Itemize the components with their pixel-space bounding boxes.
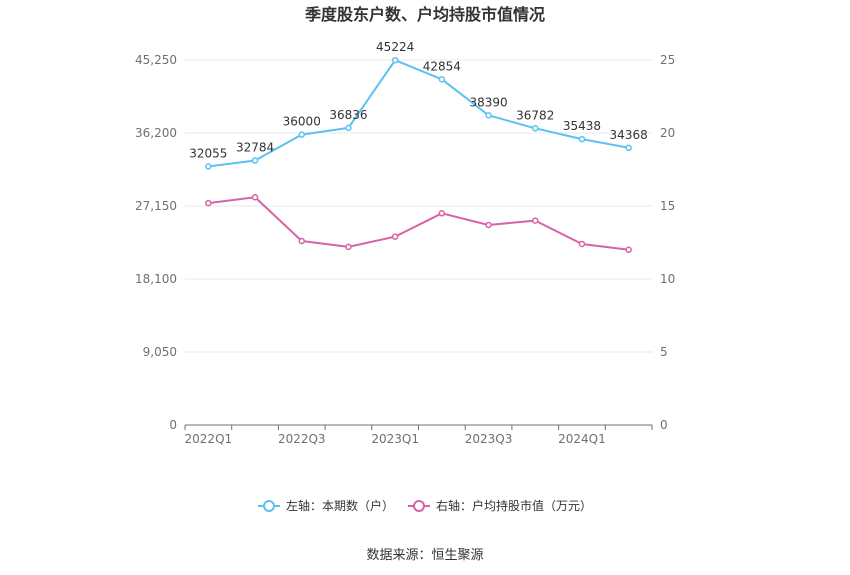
data-label: 36782 bbox=[516, 108, 554, 122]
data-point[interactable] bbox=[625, 246, 632, 254]
data-label: 32784 bbox=[236, 141, 274, 155]
legend[interactable]: 左轴：本期数（户） 右轴：户均持股市值（万元） bbox=[258, 498, 592, 513]
right-tick-label: 15 bbox=[660, 199, 675, 213]
series-line bbox=[208, 196, 629, 251]
chart-title: 季度股东户数、户均持股市值情况 bbox=[304, 5, 545, 24]
right-axis: 0 5 10 15 20 25 bbox=[660, 53, 675, 432]
data-label: 38390 bbox=[469, 95, 507, 109]
right-tick-label: 20 bbox=[660, 126, 675, 140]
data-point[interactable] bbox=[578, 240, 586, 248]
legend-marker bbox=[263, 500, 275, 512]
data-point[interactable] bbox=[485, 112, 492, 119]
left-tick-label: 45,250 bbox=[135, 53, 177, 67]
x-tick-label: 2023Q1 bbox=[371, 432, 419, 446]
data-point[interactable] bbox=[298, 237, 305, 245]
data-label: 36000 bbox=[283, 115, 321, 129]
x-axis: 2022Q1 2022Q3 2023Q1 2023Q3 2024Q1 bbox=[184, 424, 653, 446]
left-tick-label: 18,100 bbox=[135, 272, 177, 286]
data-point[interactable] bbox=[205, 163, 212, 170]
data-point[interactable] bbox=[391, 56, 399, 64]
data-point[interactable] bbox=[251, 193, 259, 201]
left-tick-label: 27,150 bbox=[135, 199, 177, 213]
x-tick-label: 2022Q3 bbox=[278, 432, 326, 446]
data-point[interactable] bbox=[438, 76, 446, 83]
left-tick-label: 36,200 bbox=[135, 126, 177, 140]
data-point[interactable] bbox=[205, 199, 212, 207]
data-point[interactable] bbox=[251, 157, 259, 164]
data-label: 45224 bbox=[376, 40, 414, 54]
data-label: 32055 bbox=[189, 146, 227, 160]
data-point[interactable] bbox=[625, 144, 632, 152]
data-label: 34368 bbox=[610, 128, 648, 142]
data-label: 36836 bbox=[329, 108, 367, 122]
data-point[interactable] bbox=[532, 217, 539, 224]
grid-lines bbox=[185, 59, 652, 353]
series-0: 32055 32784 36000 36836 45224 42854 38390 36782… bbox=[189, 40, 648, 170]
right-tick-label: 25 bbox=[660, 53, 675, 67]
left-tick-label: 0 bbox=[169, 418, 177, 432]
series-1 bbox=[205, 193, 632, 254]
series-layer: 32055 32784 36000 36836 45224 42854 38390 36782… bbox=[189, 40, 648, 254]
x-tick-label: 2023Q3 bbox=[465, 432, 513, 446]
legend-label: 左轴：本期数（户） bbox=[286, 498, 394, 513]
data-label: 35438 bbox=[563, 119, 601, 133]
right-tick-label: 5 bbox=[660, 345, 668, 359]
data-point[interactable] bbox=[345, 243, 352, 251]
source-note: 数据来源：恒生聚源 bbox=[366, 548, 483, 563]
legend-item-1[interactable]: 右轴：户均持股市值（万元） bbox=[408, 498, 592, 513]
data-point[interactable] bbox=[578, 135, 586, 143]
left-tick-label: 9,050 bbox=[143, 345, 177, 359]
data-point[interactable] bbox=[298, 131, 305, 138]
data-label: 42854 bbox=[423, 59, 461, 73]
legend-marker bbox=[413, 500, 425, 512]
data-point[interactable] bbox=[345, 124, 352, 132]
legend-label: 右轴：户均持股市值（万元） bbox=[436, 498, 592, 513]
x-tick-label: 2024Q1 bbox=[558, 432, 606, 446]
series-line bbox=[208, 59, 629, 168]
x-tick-label: 2022Q1 bbox=[185, 432, 233, 446]
right-tick-label: 10 bbox=[660, 272, 675, 286]
data-point[interactable] bbox=[391, 233, 399, 240]
right-tick-label: 0 bbox=[660, 418, 668, 432]
left-axis: 0 9,050 18,100 27,150 36,200 45,250 bbox=[135, 53, 177, 432]
data-point[interactable] bbox=[438, 210, 446, 217]
data-point[interactable] bbox=[485, 221, 492, 229]
data-point[interactable] bbox=[532, 125, 539, 132]
legend-item-0[interactable]: 左轴：本期数（户） bbox=[258, 498, 394, 513]
